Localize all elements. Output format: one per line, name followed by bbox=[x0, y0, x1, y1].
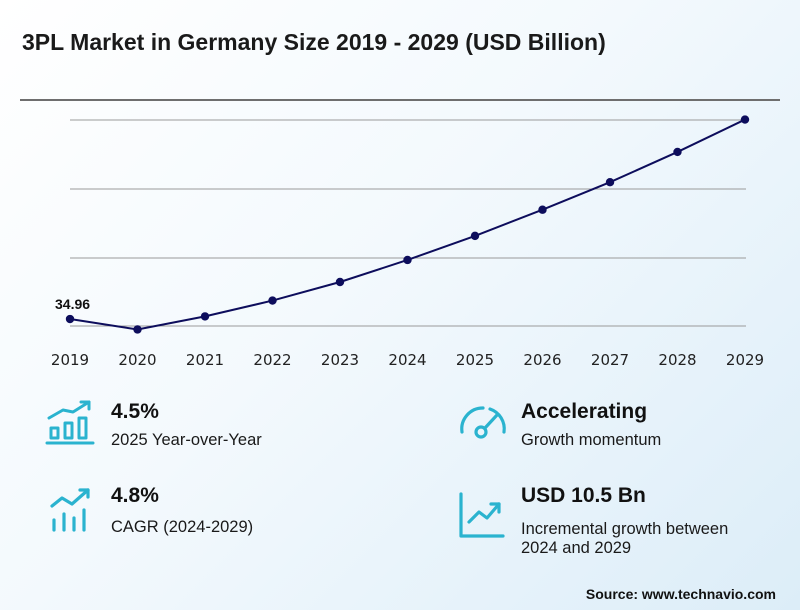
x-tick-label-2021: 2021 bbox=[186, 351, 224, 369]
data-point-2023 bbox=[335, 277, 345, 287]
stat-momentum-label: Growth momentum bbox=[521, 431, 662, 449]
data-point-2027 bbox=[605, 178, 615, 187]
stat-yoy-value: 4.5% bbox=[111, 400, 159, 423]
data-point-2020 bbox=[133, 325, 142, 334]
data-point-2026 bbox=[538, 205, 547, 214]
data-point-2025 bbox=[470, 231, 480, 241]
data-point-2028 bbox=[673, 147, 682, 157]
x-tick-label-2024: 2024 bbox=[388, 351, 426, 369]
x-tick-label-2025: 2025 bbox=[456, 351, 494, 369]
bar-chart-growth-icon bbox=[45, 400, 95, 445]
stat-yoy-label: 2025 Year-over-Year bbox=[111, 431, 262, 449]
stat-yoy: 4.5% 2025 Year-over-Year bbox=[45, 398, 375, 458]
stat-incremental-value: USD 10.5 Bn bbox=[521, 484, 646, 507]
series-line bbox=[69, 118, 746, 331]
line-chart: 2019 2020 2021 2022 2023 2024 2025 2026 2027 2028… bbox=[51, 115, 764, 369]
rising-line-chart-icon bbox=[459, 492, 505, 538]
stat-incremental-label: Incremental growth between 2024 and 2029 bbox=[521, 520, 729, 557]
data-point-2029 bbox=[740, 115, 750, 124]
x-tick-label-2029: 2029 bbox=[726, 351, 764, 369]
data-point-2024 bbox=[403, 255, 412, 265]
x-tick-label-2027: 2027 bbox=[591, 351, 629, 369]
data-point-2019 bbox=[65, 314, 75, 324]
stat-cagr-value: 4.8% bbox=[111, 484, 159, 507]
data-point-2022 bbox=[268, 296, 277, 305]
stat-incremental: USD 10.5 Bn Incremental growth between 2… bbox=[457, 484, 787, 564]
x-tick-label-2022: 2022 bbox=[253, 351, 291, 369]
x-tick-label-2026: 2026 bbox=[523, 351, 561, 369]
speedometer-icon bbox=[460, 406, 506, 439]
x-tick-label-2019: 2019 bbox=[51, 351, 89, 369]
stat-momentum-value: Accelerating bbox=[521, 400, 648, 423]
chart-title: 3PL Market in Germany Size 2019 - 2029 (… bbox=[22, 29, 606, 55]
source-credit: Source: www.technavio.com bbox=[585, 586, 776, 602]
data-point-2021 bbox=[200, 312, 210, 321]
stat-cagr: 4.8% CAGR (2024-2029) bbox=[48, 484, 378, 544]
x-tick-label-2028: 2028 bbox=[658, 351, 696, 369]
x-tick-label-2023: 2023 bbox=[321, 351, 359, 369]
stat-cagr-label: CAGR (2024-2029) bbox=[111, 518, 254, 536]
title-divider bbox=[20, 99, 780, 101]
data-label-2019: 34.96 bbox=[55, 296, 90, 312]
stat-momentum: Accelerating Growth momentum bbox=[457, 398, 787, 458]
trend-bars-icon bbox=[50, 488, 90, 532]
x-tick-label-2020: 2020 bbox=[118, 351, 156, 369]
